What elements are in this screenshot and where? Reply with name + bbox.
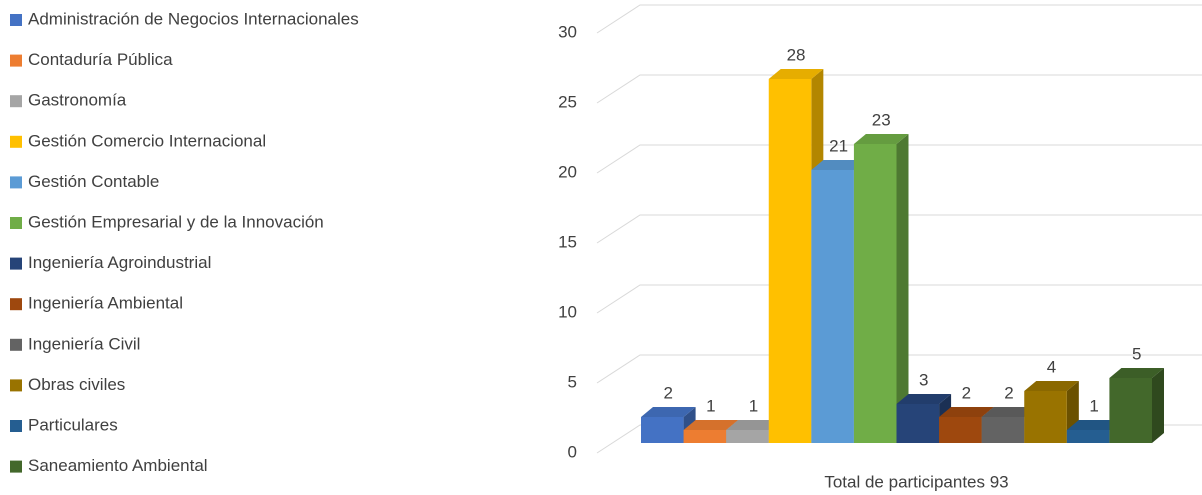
grid-line [596, 4, 1202, 34]
grid-line [596, 144, 1202, 174]
legend-swatch [10, 217, 22, 229]
bar [939, 417, 982, 443]
legend-label: Gestión Contable [28, 172, 159, 191]
legend-label: Gestión Comercio Internacional [28, 131, 266, 150]
y-tick-label: 30 [558, 22, 577, 41]
bar [641, 417, 684, 443]
bar-top [683, 420, 739, 430]
bar [853, 144, 897, 443]
bar [1066, 430, 1110, 443]
data-label: 1 [1089, 396, 1098, 415]
data-label: 1 [749, 396, 758, 415]
y-tick-label: 0 [568, 442, 577, 461]
legend-swatch [10, 298, 22, 311]
legend-label: Saneamiento Ambiental [28, 456, 208, 475]
legend-label: Ingeniería Civil [28, 334, 140, 353]
data-label: 23 [872, 110, 891, 129]
legend-label: Contaduría Pública [28, 50, 173, 69]
data-label: 1 [706, 396, 715, 415]
bar-top [1109, 368, 1164, 378]
bar-top [1066, 420, 1122, 430]
legend-swatch [10, 176, 22, 189]
legend-label: Ingeniería Agroindustrial [28, 253, 211, 272]
data-label: 5 [1132, 344, 1141, 363]
y-tick-label: 15 [558, 232, 577, 251]
legend-label: Obras civiles [28, 375, 125, 394]
bar-top [853, 134, 909, 144]
data-label: 2 [664, 383, 673, 402]
legend-swatch [10, 95, 22, 108]
bar-top [641, 407, 696, 417]
legend-label: Administración de Negocios Internacional… [28, 9, 359, 28]
bar [811, 170, 854, 443]
y-tick-label: 25 [558, 92, 577, 111]
grid-line [596, 214, 1202, 244]
legend-label: Ingeniería Ambiental [28, 294, 183, 313]
legend-swatch [10, 14, 22, 26]
bar-top [726, 420, 781, 430]
y-tick-label: 20 [558, 162, 577, 181]
bar [1024, 391, 1067, 443]
legend-label: Particulares [28, 415, 118, 434]
bar-top [939, 407, 994, 417]
y-tick-label: 5 [568, 372, 577, 391]
legend-swatch [10, 257, 22, 270]
grid-line [596, 354, 1202, 384]
bar-top [811, 160, 866, 170]
legend-swatch [10, 54, 22, 67]
bar [981, 417, 1025, 443]
bar [1109, 378, 1152, 443]
x-tick-label: Total de participantes 93 [824, 472, 1008, 491]
y-tick-label: 10 [558, 302, 577, 321]
data-label: 2 [1004, 383, 1013, 402]
bar-top [1024, 381, 1079, 391]
bar-top [981, 407, 1037, 417]
bar [896, 404, 940, 443]
legend-label: Gastronomía [28, 91, 127, 110]
bar [726, 430, 769, 443]
bar [683, 430, 727, 443]
legend-swatch [10, 460, 22, 473]
grid-line [596, 74, 1202, 104]
bar-top [896, 394, 952, 404]
legend-swatch [10, 379, 22, 392]
data-label: 2 [962, 383, 971, 402]
data-label: 21 [829, 136, 848, 155]
bar-side [896, 134, 909, 443]
data-label: 3 [919, 370, 928, 389]
legend-swatch [10, 420, 22, 432]
legend-swatch [10, 338, 22, 351]
grid-line [596, 284, 1202, 314]
bar-top [768, 69, 824, 79]
legend-swatch [10, 135, 22, 148]
bar-side [1152, 368, 1164, 443]
legend-label: Gestión Empresarial y de la Innovación [28, 212, 324, 231]
bar [768, 79, 812, 443]
data-label: 28 [787, 45, 806, 64]
data-label: 4 [1047, 357, 1056, 376]
